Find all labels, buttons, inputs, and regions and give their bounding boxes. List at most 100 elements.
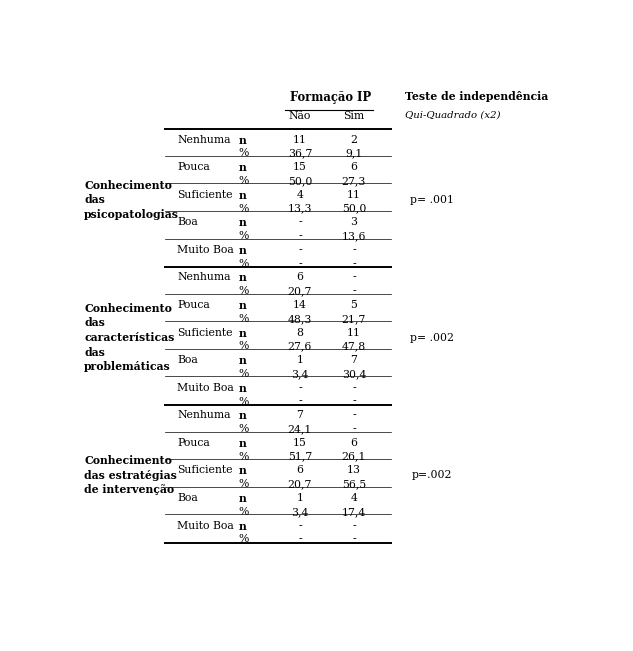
Text: 15: 15	[293, 162, 307, 172]
Text: Suficiente: Suficiente	[177, 327, 233, 338]
Text: 7: 7	[296, 410, 303, 421]
Text: 1: 1	[296, 355, 303, 365]
Text: n: n	[239, 383, 246, 394]
Text: 6: 6	[296, 273, 303, 283]
Text: n: n	[239, 438, 246, 449]
Text: -: -	[352, 245, 356, 255]
Text: 24,1: 24,1	[287, 424, 312, 434]
Text: 36,7: 36,7	[287, 148, 312, 158]
Text: -: -	[298, 258, 302, 269]
Text: 26,1: 26,1	[342, 452, 366, 462]
Text: %: %	[239, 231, 249, 241]
Text: Conhecimento
das
psicopatologias: Conhecimento das psicopatologias	[84, 180, 179, 220]
Text: %: %	[239, 148, 249, 158]
Text: 13,3: 13,3	[287, 204, 312, 214]
Text: -: -	[352, 383, 356, 393]
Text: Muito Boa: Muito Boa	[177, 521, 234, 531]
Text: n: n	[239, 245, 246, 256]
Text: n: n	[239, 135, 246, 146]
Text: 11: 11	[347, 189, 361, 200]
Text: 27,3: 27,3	[342, 176, 366, 186]
Text: -: -	[298, 245, 302, 255]
Text: %: %	[239, 314, 249, 324]
Text: n: n	[239, 493, 246, 504]
Text: 27,6: 27,6	[287, 341, 312, 352]
Text: Muito Boa: Muito Boa	[177, 383, 234, 393]
Text: Pouca: Pouca	[177, 162, 210, 172]
Text: 21,7: 21,7	[342, 314, 366, 324]
Text: -: -	[298, 231, 302, 241]
Text: Suficiente: Suficiente	[177, 189, 233, 200]
Text: n: n	[239, 327, 246, 339]
Text: -: -	[298, 217, 302, 227]
Text: 50,0: 50,0	[342, 204, 366, 214]
Text: %: %	[239, 534, 249, 544]
Text: Pouca: Pouca	[177, 438, 210, 448]
Text: 1: 1	[296, 493, 303, 503]
Text: Qui-Quadrado (x2): Qui-Quadrado (x2)	[405, 111, 501, 120]
Text: Nenhuma: Nenhuma	[177, 135, 231, 145]
Text: p=.002: p=.002	[412, 471, 453, 480]
Text: -: -	[352, 286, 356, 296]
Text: 3,4: 3,4	[291, 507, 308, 517]
Text: Pouca: Pouca	[177, 300, 210, 310]
Text: Boa: Boa	[177, 217, 198, 227]
Text: Sim: Sim	[343, 111, 365, 121]
Text: 20,7: 20,7	[287, 479, 312, 490]
Text: 6: 6	[296, 465, 303, 475]
Text: Boa: Boa	[177, 493, 198, 503]
Text: 3,4: 3,4	[291, 369, 308, 379]
Text: -: -	[298, 521, 302, 531]
Text: -: -	[352, 534, 356, 544]
Text: 51,7: 51,7	[288, 452, 312, 462]
Text: Muito Boa: Muito Boa	[177, 245, 234, 255]
Text: Teste de independência: Teste de independência	[405, 90, 549, 102]
Text: 6: 6	[350, 162, 358, 172]
Text: 8: 8	[296, 327, 303, 338]
Text: -: -	[352, 258, 356, 269]
Text: %: %	[239, 507, 249, 517]
Text: n: n	[239, 410, 246, 421]
Text: Nenhuma: Nenhuma	[177, 273, 231, 283]
Text: 2: 2	[350, 135, 358, 145]
Text: 48,3: 48,3	[287, 314, 312, 324]
Text: n: n	[239, 217, 246, 229]
Text: 3: 3	[350, 217, 358, 227]
Text: 47,8: 47,8	[342, 341, 366, 352]
Text: %: %	[239, 341, 249, 352]
Text: Boa: Boa	[177, 355, 198, 365]
Text: -: -	[352, 273, 356, 283]
Text: n: n	[239, 189, 246, 201]
Text: -: -	[352, 396, 356, 406]
Text: n: n	[239, 300, 246, 311]
Text: 20,7: 20,7	[287, 286, 312, 296]
Text: -: -	[352, 410, 356, 421]
Text: -: -	[298, 383, 302, 393]
Text: %: %	[239, 286, 249, 296]
Text: 4: 4	[351, 493, 357, 503]
Text: 11: 11	[347, 327, 361, 338]
Text: %: %	[239, 204, 249, 214]
Text: 9,1: 9,1	[345, 148, 363, 158]
Text: -: -	[352, 521, 356, 531]
Text: n: n	[239, 273, 246, 283]
Text: -: -	[298, 396, 302, 406]
Text: n: n	[239, 355, 246, 366]
Text: 7: 7	[351, 355, 357, 365]
Text: 30,4: 30,4	[342, 369, 366, 379]
Text: %: %	[239, 369, 249, 379]
Text: Conhecimento
das
características
das
problemáticas: Conhecimento das características das pro…	[84, 303, 175, 372]
Text: p= .002: p= .002	[410, 333, 454, 342]
Text: %: %	[239, 258, 249, 269]
Text: n: n	[239, 465, 246, 477]
Text: Formação IP: Formação IP	[290, 90, 371, 104]
Text: 6: 6	[350, 438, 358, 448]
Text: Suficiente: Suficiente	[177, 465, 233, 475]
Text: -: -	[298, 534, 302, 544]
Text: %: %	[239, 479, 249, 490]
Text: 11: 11	[293, 135, 307, 145]
Text: 17,4: 17,4	[342, 507, 366, 517]
Text: 50,0: 50,0	[287, 176, 312, 186]
Text: 13,6: 13,6	[342, 231, 366, 241]
Text: %: %	[239, 396, 249, 406]
